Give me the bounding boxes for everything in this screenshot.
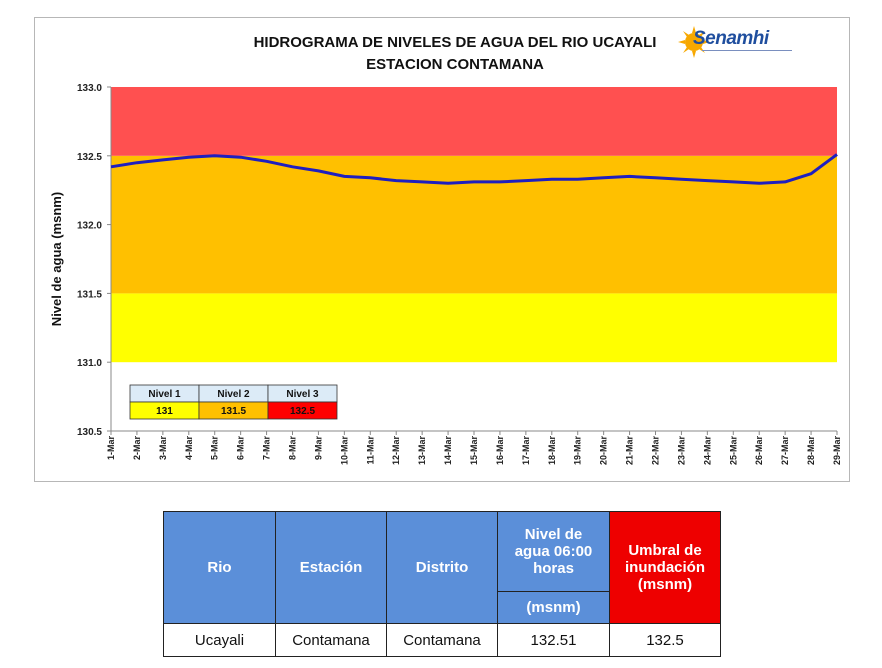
x-tick-label: 7-Mar <box>262 436 272 461</box>
header-rio: Rio <box>163 511 276 624</box>
cell-umbral: 132.5 <box>609 623 721 657</box>
legend-header-1: Nivel 1 <box>148 389 181 400</box>
legend-header-3: Nivel 3 <box>286 389 319 400</box>
y-tick-label: 133.0 <box>77 83 102 94</box>
x-tick-label: 4-Mar <box>184 436 194 461</box>
legend-header-2: Nivel 2 <box>217 389 250 400</box>
senamhi-logo-text: Senamhi <box>693 28 769 49</box>
station-table: Rio Estación Distrito Nivel de agua 06:0… <box>163 511 721 657</box>
y-tick-label: 131.0 <box>77 358 102 369</box>
x-tick-label: 9-Mar <box>313 436 323 461</box>
x-tick-label: 16-Mar <box>495 436 505 466</box>
x-tick-label: 8-Mar <box>288 436 298 461</box>
legend-value-cell <box>267 401 338 420</box>
header-nivel-unit: (msnm) <box>497 591 610 624</box>
cell-nivel: 132.51 <box>497 623 610 657</box>
x-tick-label: 27-Mar <box>780 436 790 466</box>
hydrograph-chart: 130.5 131.0 131.5 132.0 132.5 133.0 Nivel de a… <box>49 83 842 466</box>
x-tick-label: 22-Mar <box>651 436 661 466</box>
chart-title-line2: ESTACION CONTAMANA <box>366 56 544 73</box>
x-tick-label: 5-Mar <box>210 436 220 461</box>
chart-panel: 130.5 131.0 131.5 132.0 132.5 133.0 Nivel de a… <box>34 17 850 482</box>
x-tick-label: 3-Mar <box>158 436 168 461</box>
x-tick-label: 2-Mar <box>132 436 142 461</box>
x-tick-label: 14-Mar <box>443 436 453 466</box>
x-tick-label: 12-Mar <box>391 436 401 466</box>
x-tick-label: 1-Mar <box>106 436 116 461</box>
y-tick-label: 132.5 <box>77 152 102 163</box>
x-tick-label: 28-Mar <box>806 436 816 466</box>
x-tick-label: 29-Mar <box>832 436 842 466</box>
threshold-band-3 <box>111 87 837 156</box>
x-tick-label: 20-Mar <box>599 436 609 466</box>
x-tick-label: 17-Mar <box>521 436 531 466</box>
x-tick-label: 24-Mar <box>702 436 712 466</box>
header-estacion: Estación <box>275 511 387 624</box>
x-tick-label: 23-Mar <box>676 436 686 466</box>
cell-distrito: Contamana <box>386 623 498 657</box>
y-tick-label: 132.0 <box>77 221 102 232</box>
x-tick-label: 25-Mar <box>728 436 738 466</box>
x-tick-label: 6-Mar <box>236 436 246 461</box>
header-distrito: Distrito <box>386 511 498 624</box>
x-tick-label: 26-Mar <box>754 436 764 466</box>
cell-rio: Ucayali <box>163 623 276 657</box>
header-umbral: Umbral de inundación (msnm) <box>609 511 721 624</box>
senamhi-logo <box>678 26 710 58</box>
logo-underline <box>702 50 792 55</box>
y-tick-label: 131.5 <box>77 289 102 300</box>
table-row: Ucayali Contamana Contamana 132.51 132.5 <box>163 623 721 657</box>
y-tick-label: 130.5 <box>77 427 102 438</box>
chart-title-line1: HIDROGRAMA DE NIVELES DE AGUA DEL RIO UC… <box>253 34 657 51</box>
legend-value-2: 131.5 <box>221 406 246 417</box>
y-axis-label: Nivel de agua (msnm) <box>49 192 64 326</box>
x-tick-label: 10-Mar <box>339 436 349 466</box>
cell-estacion: Contamana <box>275 623 387 657</box>
legend-value-3: 132.5 <box>290 406 315 417</box>
water-level-line <box>110 153 838 185</box>
threshold-band-1 <box>111 293 837 363</box>
x-tick-label: 13-Mar <box>417 436 427 466</box>
x-tick-label: 18-Mar <box>547 436 557 466</box>
x-tick-label: 11-Mar <box>365 436 375 465</box>
x-tick-label: 21-Mar <box>625 436 635 466</box>
header-nivel: Nivel de agua 06:00 horas <box>497 511 610 592</box>
threshold-band-2 <box>111 155 837 294</box>
x-tick-label: 15-Mar <box>469 436 479 466</box>
x-tick-label: 19-Mar <box>573 436 583 466</box>
legend-value-1: 131 <box>156 406 173 417</box>
